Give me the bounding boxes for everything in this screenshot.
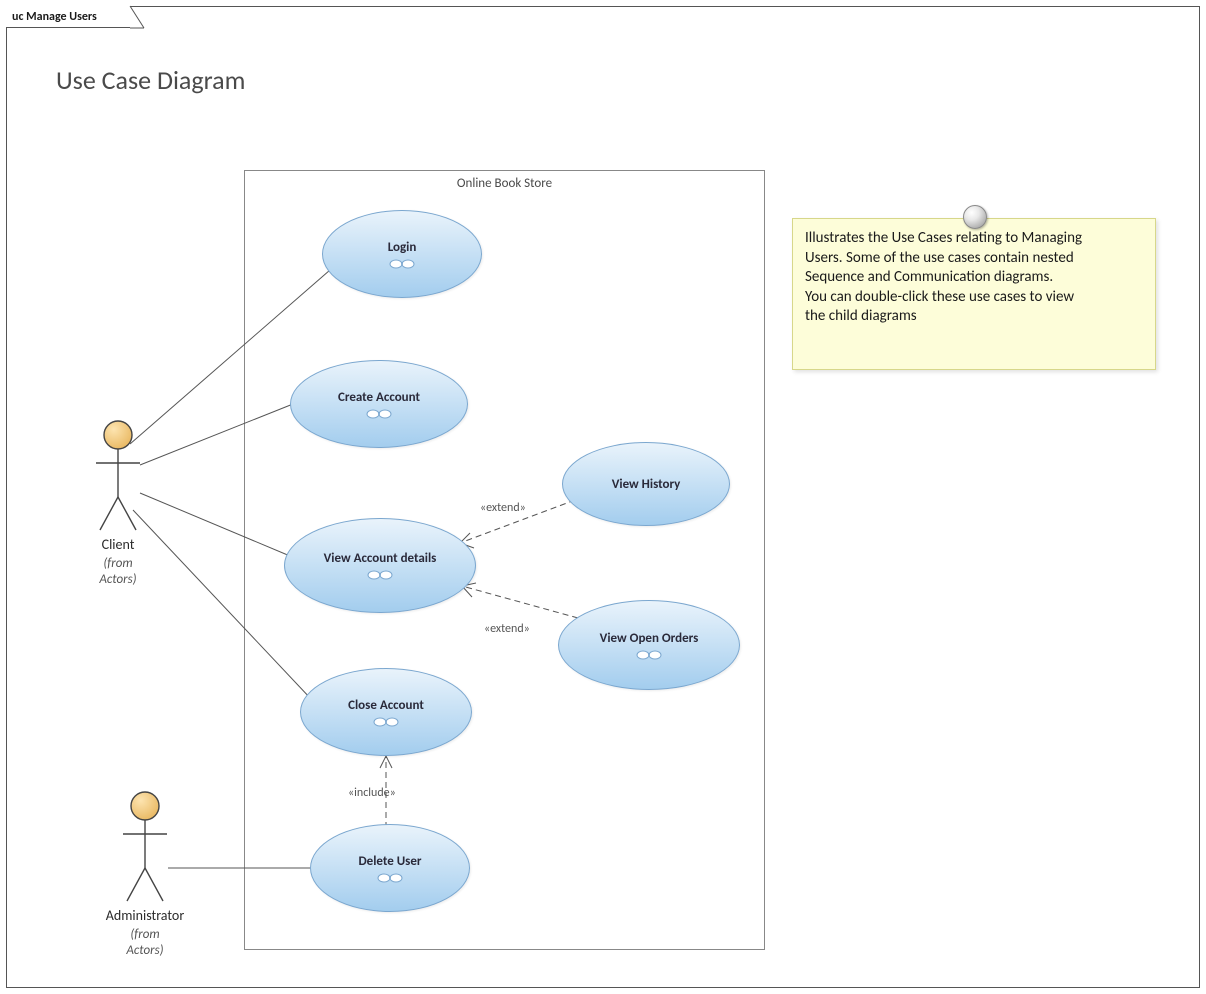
actor-admin-label: Administrator bbox=[95, 907, 195, 924]
actor-admin-sublabel: (fromActors) bbox=[95, 927, 195, 958]
usecase-close-account[interactable]: Close Account bbox=[300, 668, 472, 756]
usecase-label: Close Account bbox=[348, 698, 424, 713]
nested-diagram-icon bbox=[388, 259, 416, 269]
nested-diagram-icon bbox=[372, 717, 400, 727]
nested-diagram-icon bbox=[365, 409, 393, 419]
usecase-label: Create Account bbox=[338, 390, 420, 405]
usecase-label: View Account details bbox=[324, 551, 437, 566]
actor-client-label: Client bbox=[78, 536, 158, 553]
usecase-view-history[interactable]: View History bbox=[562, 442, 730, 526]
usecase-create-account[interactable]: Create Account bbox=[290, 360, 468, 448]
dependency-label-extend: «extend» bbox=[480, 501, 526, 515]
actor-client-sublabel: (fromActors) bbox=[68, 556, 168, 587]
nested-diagram-icon bbox=[366, 570, 394, 580]
dependency-label-include: «include» bbox=[348, 786, 396, 800]
dependency-label-extend: «extend» bbox=[484, 622, 530, 636]
usecase-view-open-orders[interactable]: View Open Orders bbox=[558, 600, 740, 690]
usecase-login[interactable]: Login bbox=[322, 210, 482, 298]
usecase-label: Delete User bbox=[358, 854, 421, 869]
usecase-view-account-details[interactable]: View Account details bbox=[284, 518, 476, 613]
actor-client bbox=[96, 421, 140, 530]
usecase-label: View Open Orders bbox=[600, 631, 699, 646]
diagram-canvas: uc Manage Users Use Case Diagram Online … bbox=[0, 0, 1206, 994]
actor-administrator bbox=[123, 792, 167, 901]
usecase-label: Login bbox=[388, 240, 417, 255]
usecase-delete-user[interactable]: Delete User bbox=[310, 824, 470, 912]
nested-diagram-icon bbox=[635, 650, 663, 660]
nested-diagram-icon bbox=[376, 873, 404, 883]
usecase-label: View History bbox=[612, 477, 681, 492]
